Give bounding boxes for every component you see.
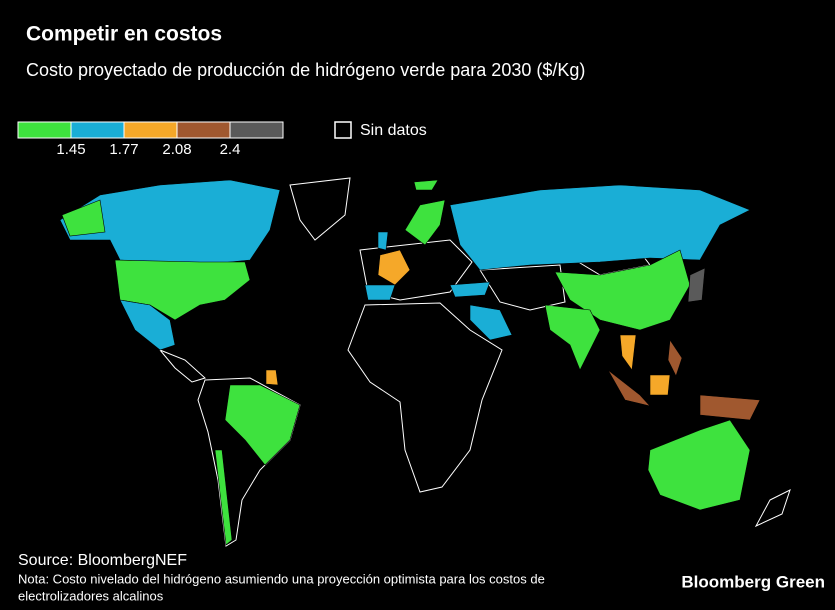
region [119, 299, 176, 351]
legend-break-label: 1.45 [56, 141, 85, 158]
region [699, 394, 761, 421]
legend-swatch [229, 121, 284, 139]
region [224, 384, 301, 466]
region [647, 419, 751, 511]
region [619, 334, 637, 371]
region [347, 302, 503, 493]
region [59, 179, 281, 266]
no-data-label: Sin datos [360, 122, 427, 139]
note-line: Nota: Costo nivelado del hidrógeno asumi… [18, 571, 545, 586]
source: Source: BloombergNEF [18, 552, 187, 569]
note-line: electrolizadores alcalinos [18, 588, 164, 603]
world-map [59, 177, 791, 547]
title: Competir en costos [26, 23, 222, 46]
no-data-swatch [334, 121, 352, 139]
region [61, 199, 106, 237]
region [377, 249, 411, 286]
region [754, 489, 791, 528]
region [687, 267, 706, 303]
region [667, 339, 683, 377]
region [649, 374, 671, 396]
region [289, 177, 351, 241]
region [449, 281, 491, 298]
region [364, 284, 396, 301]
region [413, 179, 439, 191]
legend-swatch [17, 121, 72, 139]
region [544, 304, 601, 371]
region [214, 449, 233, 546]
legend-swatch [123, 121, 178, 139]
region [404, 199, 446, 246]
region [265, 369, 279, 386]
legend-break-label: 1.77 [109, 141, 138, 158]
brand: Bloomberg Green [681, 572, 825, 591]
legend-swatch [176, 121, 231, 139]
legend-swatch [70, 121, 125, 139]
region [469, 304, 513, 341]
region [449, 184, 751, 271]
legend-break-label: 2.08 [162, 141, 191, 158]
legend: 1.45 1.77 2.08 2.4 [17, 121, 284, 158]
legend-break-label: 2.4 [220, 141, 241, 158]
region [607, 369, 651, 407]
region [159, 349, 206, 383]
region [377, 231, 389, 251]
subtitle: Costo proyectado de producción de hidróg… [26, 60, 585, 80]
